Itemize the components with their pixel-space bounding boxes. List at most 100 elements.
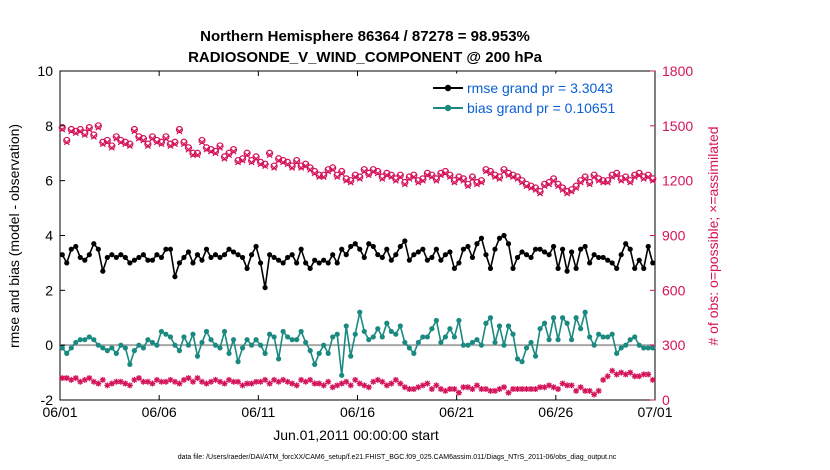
obs-possible-marker [121, 138, 129, 146]
obs-assimilated-marker [144, 142, 151, 149]
obs-possible-marker [324, 166, 332, 174]
y-axis-right-label: # of obs: o=possible; ×=assimilated [705, 126, 721, 345]
obs-assimilated-marker [528, 184, 535, 192]
data-point [325, 350, 331, 356]
data-point [632, 265, 638, 271]
data-point [158, 328, 165, 335]
data-point [469, 339, 476, 346]
obs-possible-marker [72, 127, 80, 135]
data-point [460, 342, 467, 348]
data-point [402, 238, 408, 244]
y-tick-label: 2 [45, 282, 53, 298]
data-point [352, 241, 358, 247]
legend-bias-marker [444, 104, 452, 112]
data-point [528, 254, 534, 261]
data-point [312, 257, 318, 263]
obs-possible-marker [202, 144, 211, 152]
data-point [393, 252, 399, 258]
obs-assimilated-marker [428, 173, 435, 181]
obs-assimilated-marker [446, 173, 453, 181]
data-point [451, 265, 458, 271]
data-point [140, 252, 146, 258]
data-point [248, 252, 255, 258]
obs-count-marker [528, 386, 535, 393]
obs-count-marker [316, 380, 323, 387]
data-point [194, 252, 201, 258]
data-point [253, 243, 259, 250]
data-point [59, 252, 65, 258]
chart-subtitle: RADIOSONDE_V_WIND_COMPONENT @ 200 hPa [188, 49, 543, 66]
obs-possible-marker [590, 171, 598, 179]
obs-count-marker [86, 375, 93, 382]
data-point [605, 257, 611, 263]
data-point [307, 265, 313, 271]
obs-count-marker [446, 386, 453, 393]
data-point [465, 342, 471, 348]
series-2 [58, 122, 657, 196]
data-point [474, 241, 480, 247]
obs-count-marker [586, 387, 593, 394]
y-right-tick-label: 1500 [662, 118, 693, 134]
data-point [528, 339, 534, 346]
obs-count-marker [473, 382, 480, 389]
data-point [77, 254, 83, 261]
data-point [456, 317, 462, 324]
obs-assimilated-marker [140, 137, 147, 144]
obs-assimilated-marker [104, 139, 111, 146]
obs-count-marker [510, 386, 517, 393]
obs-count-marker [144, 378, 151, 385]
x-tick-label: 06/21 [439, 404, 474, 420]
data-point [587, 334, 593, 340]
data-point [154, 252, 160, 258]
obs-assimilated-marker [491, 173, 499, 181]
obs-possible-marker [279, 156, 287, 165]
obs-possible-marker [414, 177, 422, 185]
obs-assimilated-marker [311, 170, 318, 177]
obs-count-marker [253, 378, 260, 385]
data-point [357, 309, 363, 315]
obs-assimilated-marker [316, 173, 323, 181]
obs-assimilated-marker [153, 139, 160, 146]
obs-count-marker [577, 384, 584, 391]
data-point [217, 254, 223, 261]
data-point [82, 257, 88, 263]
data-point [199, 257, 205, 263]
obs-count-marker [262, 376, 269, 383]
obs-count-marker [437, 386, 444, 393]
obs-possible-marker [531, 184, 540, 192]
obs-assimilated-marker [280, 159, 287, 166]
obs-possible-marker [270, 162, 278, 170]
data-point [379, 334, 385, 340]
data-point [221, 328, 228, 335]
obs-assimilated-marker [451, 179, 458, 186]
data-point [163, 246, 169, 252]
obs-assimilated-marker [433, 177, 440, 184]
data-point [330, 334, 336, 340]
obs-assimilated-marker [618, 177, 625, 184]
obs-assimilated-marker [72, 130, 79, 137]
data-point [614, 265, 620, 271]
data-point [172, 274, 178, 280]
obs-assimilated-marker [600, 179, 607, 186]
data-point [591, 342, 597, 348]
obs-count-marker [451, 386, 458, 393]
obs-count-marker [298, 376, 305, 383]
y-tick-label: 4 [45, 228, 53, 244]
data-point [424, 334, 430, 340]
data-point [131, 257, 137, 263]
data-point [239, 345, 246, 351]
obs-assimilated-marker [293, 159, 300, 166]
obs-assimilated-marker [410, 173, 417, 181]
data-point [136, 342, 142, 348]
obs-assimilated-marker [90, 133, 97, 140]
data-point [303, 260, 309, 266]
obs-count-marker [108, 380, 115, 387]
data-point [77, 337, 83, 343]
x-tick-label: 06/01 [42, 404, 77, 420]
data-point [632, 334, 638, 340]
obs-assimilated-marker [546, 181, 553, 188]
data-point [366, 337, 372, 343]
obs-assimilated-marker [541, 183, 548, 190]
data-point [569, 337, 575, 343]
data-point [627, 246, 633, 252]
